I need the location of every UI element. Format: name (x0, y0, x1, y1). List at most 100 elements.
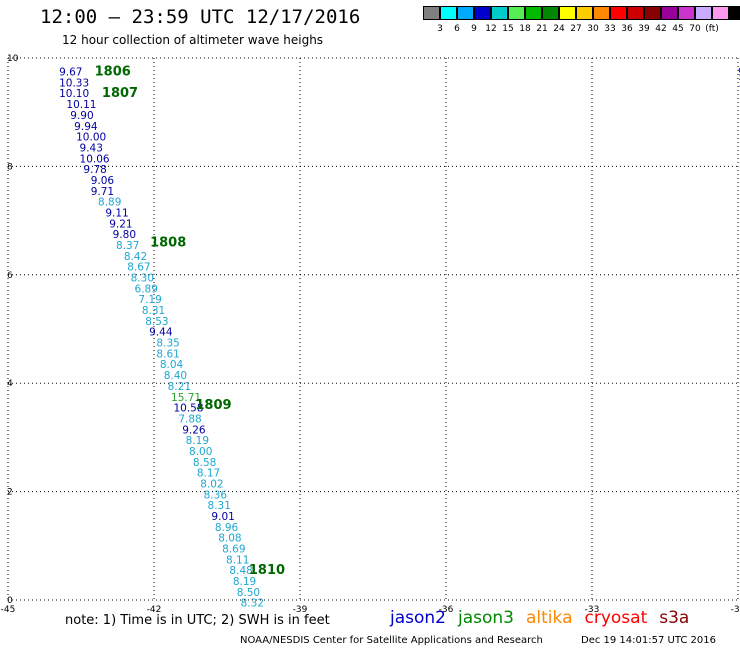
legend-jason2: jason2 (390, 608, 446, 628)
data-point-label: 8.19 (186, 435, 209, 447)
color-swatch (729, 6, 740, 20)
data-point-label: 9.80 (113, 229, 136, 241)
color-scale-label: 70 (689, 24, 701, 34)
data-point-label: 8.08 (218, 533, 241, 545)
color-swatch (661, 6, 678, 20)
data-point-label: 10.26 (738, 77, 740, 89)
color-swatch (695, 6, 712, 20)
y-tick-label: 10 (7, 54, 19, 64)
x-tick-label: -45 (1, 605, 16, 615)
color-scale-label: 33 (604, 24, 616, 34)
data-point-label: 8.21 (168, 381, 191, 393)
data-point-label: 8.89 (98, 197, 121, 209)
data-point-label: 8.02 (200, 478, 223, 490)
color-swatch (508, 6, 525, 20)
x-tick-label: -42 (147, 605, 162, 615)
color-swatch (576, 6, 593, 20)
color-swatch (593, 6, 610, 20)
legend-jason3: jason3 (458, 608, 514, 628)
data-point-label: 9.26 (182, 424, 206, 436)
credit-line: NOAA/NESDIS Center for Satellite Applica… (240, 635, 543, 646)
color-scale-label: 9 (471, 24, 477, 34)
timestamp: Dec 19 14:01:57 UTC 2016 (581, 635, 716, 646)
data-point-label: 8.30 (131, 273, 154, 285)
data-point-label: 8.00 (189, 446, 212, 458)
data-point-label: 10.00 (76, 132, 106, 144)
color-swatch (440, 6, 457, 20)
pass-number-label: 1810 (249, 563, 285, 578)
color-scale-label: 39 (638, 24, 650, 34)
legend-cryosat: cryosat (584, 608, 648, 628)
x-tick-label: -36 (439, 605, 454, 615)
color-swatch (610, 6, 627, 20)
color-scale-label: (ft) (705, 24, 719, 34)
data-point-label: 7.19 (138, 294, 161, 306)
data-point-label: 9.21 (109, 218, 132, 230)
color-scale-label: 45 (672, 24, 684, 34)
color-scale-label: 21 (536, 24, 548, 34)
data-point-label: 9.43 (80, 142, 103, 154)
data-point-label: 10.58 (173, 403, 203, 415)
data-point-label: 15.71 (171, 392, 201, 404)
data-point-label: 8.31 (142, 305, 165, 317)
data-point-label: 8.32 (241, 598, 264, 610)
color-scale-label: 6 (454, 24, 460, 34)
color-scale-label: 15 (502, 24, 514, 34)
data-point-label: 9.01 (211, 511, 234, 523)
color-swatch (678, 6, 695, 20)
pass-number-label: 1806 (95, 65, 131, 80)
y-tick-label: 2 (7, 488, 13, 498)
data-point-label: 8.35 (156, 338, 179, 350)
data-point-label: 8.19 (233, 576, 256, 588)
color-swatch (559, 6, 576, 20)
color-swatch (474, 6, 491, 20)
color-scale-label: 27 (570, 24, 582, 34)
y-tick-label: 0 (7, 596, 13, 606)
data-point-label: 9.67 (59, 67, 82, 79)
data-point-label: 9.44 (149, 327, 173, 339)
data-point-label: 9.11 (105, 207, 128, 219)
data-point-label: 9.06 (91, 175, 115, 187)
legend-s3a: s3a (659, 608, 690, 628)
data-point-label: 8.58 (193, 457, 216, 469)
y-tick-label: 8 (7, 162, 13, 172)
data-point-label: 8.50 (237, 587, 260, 599)
color-swatch (423, 6, 440, 20)
data-point-label: 8.61 (156, 348, 179, 360)
data-point-label: 8.53 (145, 316, 168, 328)
data-point-label: 7.88 (178, 413, 201, 425)
color-swatch (712, 6, 729, 20)
data-point-label: 8.48 (229, 565, 252, 577)
data-point-label: 10.06 (80, 153, 110, 165)
data-point-label: 8.36 (204, 489, 228, 501)
data-point-label: 9.71 (91, 186, 114, 198)
pass-number-label: 1809 (195, 398, 231, 413)
data-point-label: 8.17 (197, 468, 220, 480)
color-scale-label: 3 (437, 24, 443, 34)
data-point-label: 8.42 (124, 251, 147, 263)
color-swatch (491, 6, 508, 20)
data-point-label: 8.37 (116, 240, 139, 252)
color-scale-label: 30 (587, 24, 599, 34)
page-title: 12:00 – 23:59 UTC 12/17/2016 (40, 6, 361, 28)
satellite-legend: jason2 jason3 altika cryosat s3a (390, 608, 701, 628)
data-point-label: 9.94 (74, 121, 98, 133)
color-swatch (525, 6, 542, 20)
color-scale-label: 12 (485, 24, 497, 34)
data-point-label: 8.67 (127, 262, 150, 274)
y-tick-label: 4 (7, 379, 13, 389)
color-scale-label: 42 (655, 24, 667, 34)
color-swatch (644, 6, 661, 20)
data-point-label: 8.96 (215, 522, 239, 534)
data-point-label: 8.69 (222, 544, 245, 556)
data-point-label: 8.40 (164, 370, 187, 382)
legend-altika: altika (526, 608, 573, 628)
data-point-label: 10.11 (66, 99, 96, 111)
x-tick-label: -39 (293, 605, 308, 615)
data-point-label: 9.93 (738, 67, 740, 79)
page-subtitle: 12 hour collection of altimeter wave hei… (62, 33, 324, 47)
x-tick-label: -30 (731, 605, 740, 615)
color-scale-label: 24 (553, 24, 565, 34)
data-point-label: 10.10 (59, 88, 89, 100)
